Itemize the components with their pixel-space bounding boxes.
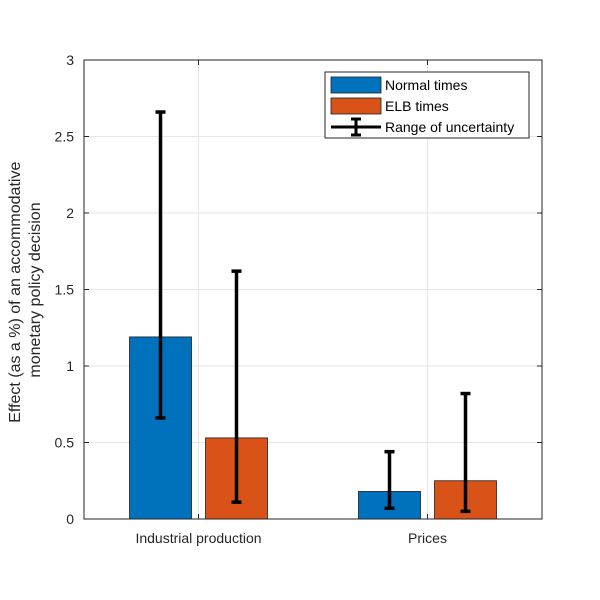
x-tick-labels: Industrial production Prices <box>135 530 446 546</box>
error-bars <box>155 110 471 514</box>
legend-swatch-normal-times <box>330 76 382 94</box>
y-tick-label: 0.5 <box>55 435 75 451</box>
legend-errorbar-icon <box>331 117 381 137</box>
y-tick-label: 3 <box>66 52 74 68</box>
legend-label-normal-times: Normal times <box>385 77 467 93</box>
tick-marks <box>84 59 542 520</box>
errorbar-elb-times-1 <box>460 391 471 514</box>
y-axis-label: Effect (as a %) of an accommodative mone… <box>7 157 44 423</box>
y-tick-label: 1.5 <box>55 282 75 298</box>
x-tick-label: Prices <box>408 530 447 546</box>
legend-label-elb-times: ELB times <box>385 98 449 114</box>
y-tick-labels: 0 0.5 1 1.5 2 2.5 3 <box>55 52 75 527</box>
legend-swatch-elb-times <box>330 97 382 115</box>
errorbar-normal-times-0 <box>155 110 166 420</box>
y-tick-label: 2 <box>66 205 74 221</box>
y-axis-label-line-2: monetary policy decision <box>27 202 44 377</box>
y-axis-label-line-1: Effect (as a %) of an accommodative <box>7 162 24 423</box>
legend: Normal times ELB times Range of uncertai… <box>324 71 530 139</box>
y-tick-label: 1 <box>66 358 74 374</box>
errorbar-elb-times-0 <box>231 269 242 504</box>
y-tick-label: 2.5 <box>55 129 75 145</box>
legend-label-range-of-uncertainty: Range of uncertainty <box>385 119 514 135</box>
errorbar-normal-times-1 <box>384 449 395 511</box>
y-tick-label: 0 <box>66 511 74 527</box>
x-tick-label: Industrial production <box>135 530 261 546</box>
